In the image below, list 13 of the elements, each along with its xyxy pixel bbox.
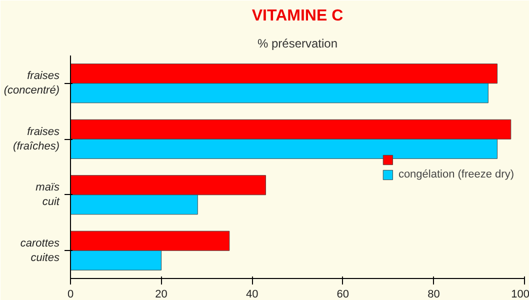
chart-title: VITAMINE C: [252, 8, 344, 24]
x-tick-label: 60: [336, 288, 350, 300]
x-tick-label: 80: [428, 288, 440, 300]
y-tick-label: fraises (fraîches): [13, 126, 60, 152]
chart-subtitle: % préservation: [257, 36, 338, 50]
x-tick-label: 100: [511, 288, 529, 300]
x-tick-label: 0: [67, 288, 74, 300]
y-tick-label: maïs cuit: [36, 182, 60, 208]
x-tick-label: 40: [246, 288, 258, 300]
legend-label: congélation (freeze dry): [398, 168, 514, 180]
y-tick-label: carottes cuites: [20, 237, 60, 264]
y-tick-label: fraises (concentré): [4, 70, 60, 97]
x-tick-label: 20: [155, 288, 168, 300]
